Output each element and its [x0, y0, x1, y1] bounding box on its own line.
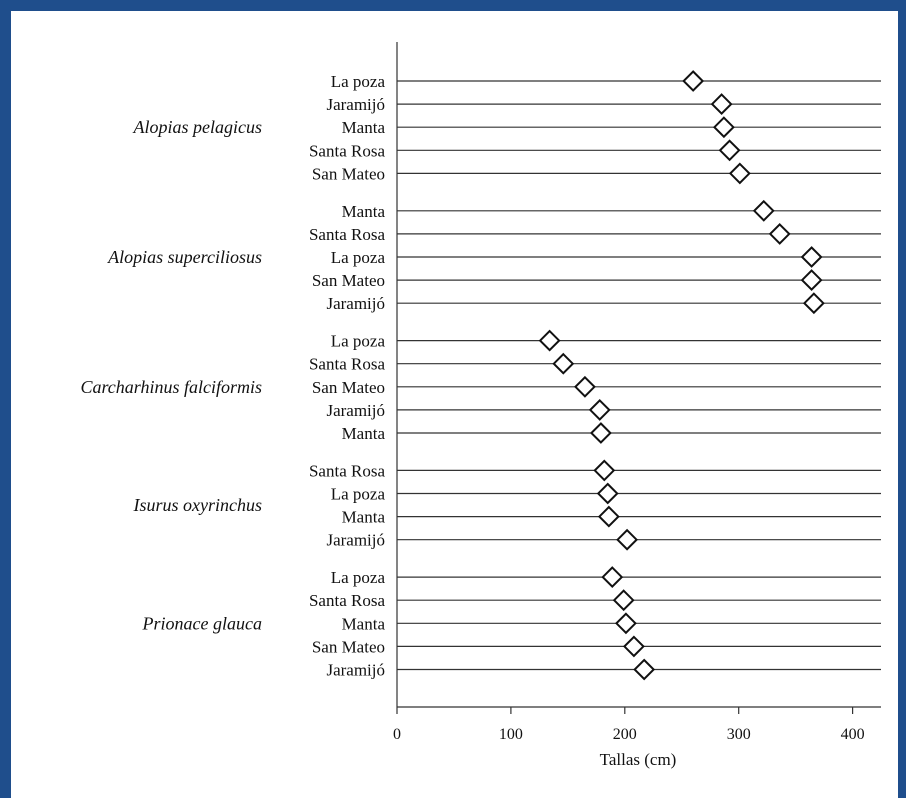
data-point-marker: [710, 93, 733, 116]
site-label: Santa Rosa: [309, 355, 385, 374]
data-row: Santa Rosa: [309, 139, 881, 162]
data-row: Manta: [342, 612, 881, 635]
data-row: Jaramijó: [326, 528, 881, 551]
data-point-marker: [633, 658, 656, 681]
data-point-marker: [728, 162, 751, 185]
data-point-marker: [538, 329, 561, 352]
data-point-marker: [615, 612, 637, 635]
data-point-marker: [593, 459, 616, 482]
data-point-marker: [800, 246, 823, 268]
species-group: La poza Santa Rosa San Mateo Jaramijó Manta C…: [80, 329, 881, 444]
site-label: San Mateo: [312, 637, 385, 656]
data-row: Jaramijó: [326, 93, 881, 116]
data-row: Santa Rosa: [309, 589, 881, 612]
data-row: San Mateo: [312, 162, 881, 185]
site-label: Santa Rosa: [309, 591, 385, 610]
data-row: Manta: [342, 199, 881, 222]
species-group: Manta Santa Rosa La poza San Mateo Jaramijó A…: [107, 199, 881, 315]
site-label: Manta: [342, 508, 386, 527]
site-label: Jaramijó: [326, 401, 385, 420]
species-group: La poza Santa Rosa Manta San Mateo Jaramijó P…: [142, 566, 881, 681]
site-label: Jaramijó: [326, 531, 385, 550]
site-label: La poza: [331, 72, 386, 91]
data-row: La poza: [331, 329, 881, 352]
site-label: Manta: [342, 424, 386, 443]
data-row: San Mateo: [312, 635, 881, 658]
data-row: San Mateo: [312, 375, 881, 398]
species-group: Santa Rosa La poza Manta Jaramijó Isurus oxy…: [133, 459, 881, 551]
data-row: Santa Rosa: [309, 352, 881, 375]
site-label: Jaramijó: [326, 661, 385, 680]
site-label: La poza: [331, 485, 386, 504]
data-row: Santa Rosa: [309, 459, 881, 482]
data-point-marker: [596, 482, 619, 505]
data-point-marker: [589, 422, 612, 444]
site-label: Jaramijó: [326, 294, 385, 313]
data-point-marker: [601, 566, 624, 589]
data-row: Jaramijó: [326, 292, 881, 315]
data-point-marker: [800, 269, 823, 292]
x-tick-label: 200: [613, 726, 637, 743]
species-label: Prionace glauca: [142, 613, 262, 633]
data-row: Santa Rosa: [309, 222, 881, 245]
site-label: Santa Rosa: [309, 141, 385, 160]
site-label: La poza: [331, 568, 386, 587]
site-label: San Mateo: [312, 378, 385, 397]
data-point-marker: [712, 116, 735, 139]
data-point-marker: [768, 222, 791, 245]
rows-layer: La poza Jaramijó Manta Santa Rosa San Mateo A…: [80, 70, 881, 681]
site-label: La poza: [331, 248, 386, 267]
data-row: Manta: [342, 505, 881, 528]
x-axis: 0 100 200 300 400: [393, 42, 881, 743]
species-group: La poza Jaramijó Manta Santa Rosa San Mateo A…: [133, 70, 881, 185]
species-label: Carcharhinus falciformis: [80, 377, 262, 397]
site-label: Jaramijó: [326, 95, 385, 114]
data-point-marker: [574, 375, 596, 398]
x-tick-label: 0: [393, 726, 401, 743]
x-tick-label: 400: [841, 726, 865, 743]
data-row: San Mateo: [312, 269, 881, 292]
data-point-marker: [612, 589, 635, 612]
data-row: La poza: [331, 70, 881, 92]
site-label: Manta: [342, 202, 386, 221]
site-label: Santa Rosa: [309, 461, 385, 480]
data-point-marker: [802, 292, 825, 315]
data-point-marker: [588, 398, 611, 421]
site-label: La poza: [331, 332, 386, 351]
data-row: La poza: [331, 246, 881, 268]
data-row: Jaramijó: [326, 398, 881, 421]
data-point-marker: [597, 505, 620, 528]
data-row: Manta: [342, 116, 881, 139]
x-axis-title: Tallas (cm): [600, 750, 677, 769]
site-label: San Mateo: [312, 164, 385, 183]
data-point-marker: [752, 199, 775, 222]
data-point-marker: [552, 352, 575, 375]
site-label: Santa Rosa: [309, 225, 385, 244]
data-point-marker: [682, 70, 705, 92]
x-tick-label: 300: [727, 726, 751, 743]
site-label: Manta: [342, 614, 386, 633]
species-label: Alopias superciliosus: [107, 247, 262, 267]
site-label: San Mateo: [312, 271, 385, 290]
x-tick-label: 100: [499, 726, 523, 743]
data-row: Jaramijó: [326, 658, 881, 681]
data-point-marker: [718, 139, 741, 162]
site-label: Manta: [342, 118, 386, 137]
data-row: La poza: [331, 482, 881, 505]
species-label: Alopias pelagicus: [133, 117, 263, 137]
data-point-marker: [622, 635, 645, 658]
data-row: Manta: [342, 422, 881, 444]
data-row: La poza: [331, 566, 881, 589]
data-point-marker: [616, 528, 638, 551]
species-label: Isurus oxyrinchus: [133, 495, 263, 515]
